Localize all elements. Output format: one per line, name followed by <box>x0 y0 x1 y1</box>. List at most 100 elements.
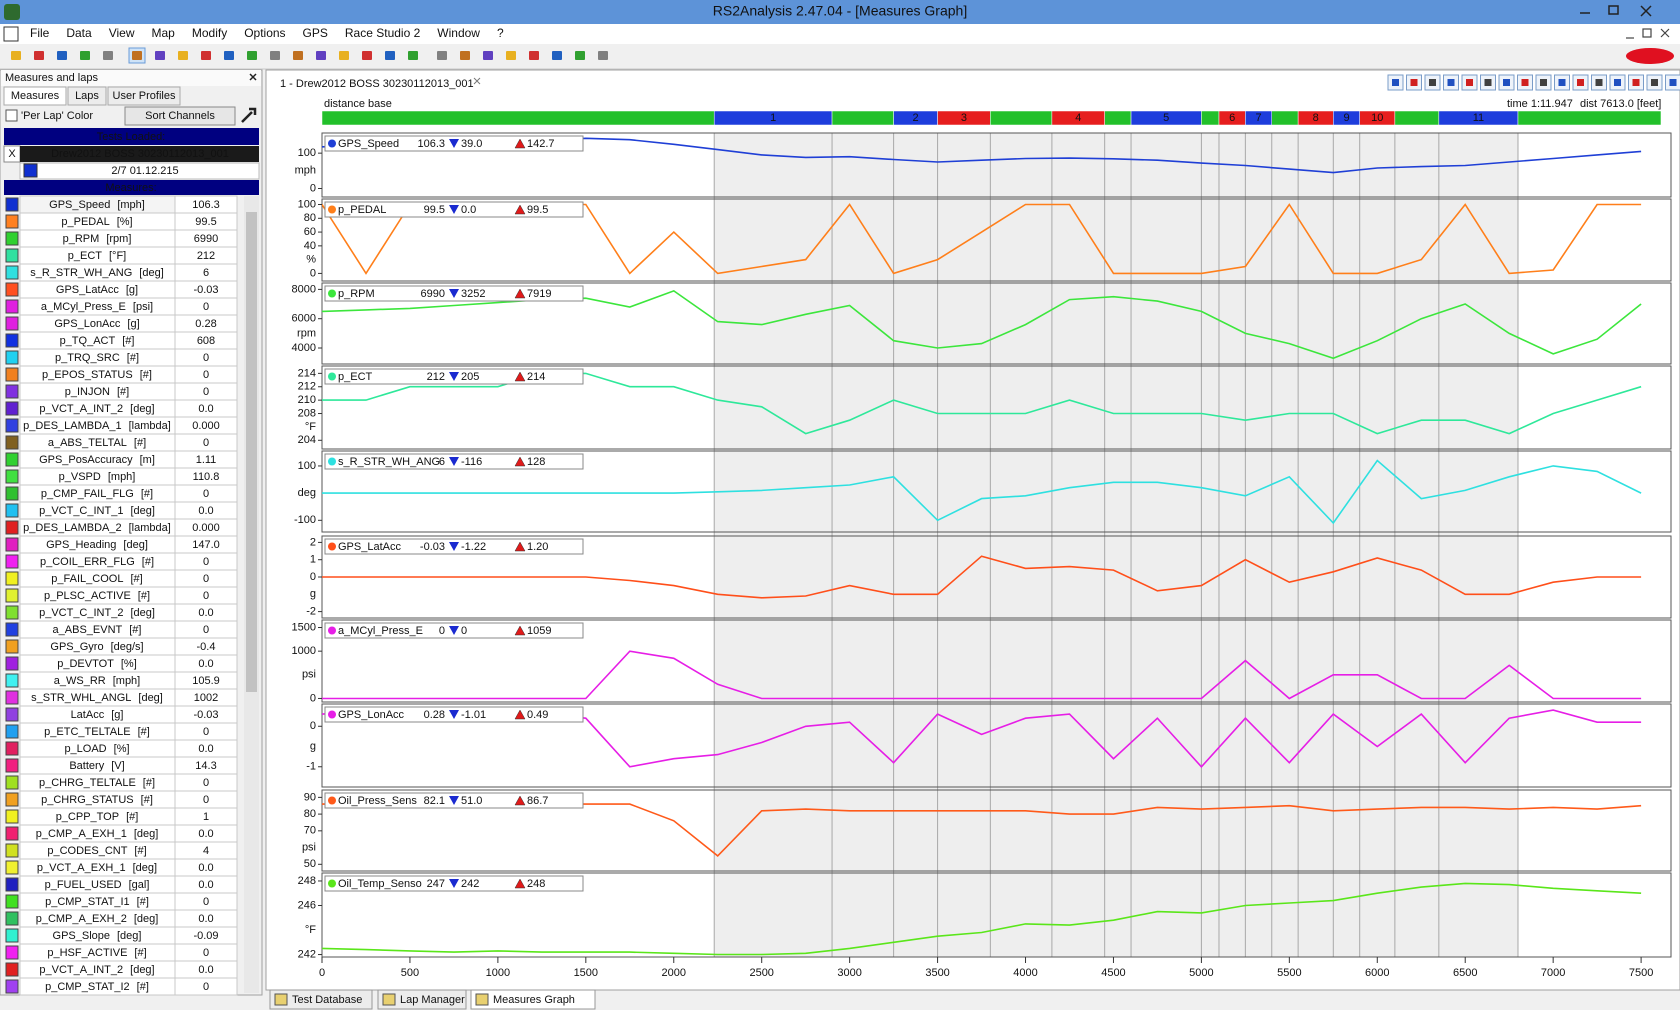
measure-name[interactable]: Battery [V] <box>69 760 124 772</box>
test-close[interactable]: X <box>8 148 16 160</box>
lap-segment[interactable] <box>1517 110 1662 126</box>
menu-item[interactable]: File <box>30 26 50 40</box>
menu-item[interactable]: Window <box>437 26 480 40</box>
measure-color[interactable] <box>5 248 19 263</box>
measure-name[interactable]: GPS_LatAcc [g] <box>56 284 138 296</box>
sidebar-tab[interactable] <box>107 86 181 106</box>
test-row[interactable] <box>20 146 259 162</box>
measure-name[interactable]: a_ABS_EVNT [#] <box>53 624 142 636</box>
measure-color[interactable] <box>5 639 19 654</box>
measure-color[interactable] <box>5 350 19 365</box>
bottom-tab-label[interactable]: Measures Graph <box>493 994 575 1006</box>
measure-name[interactable]: p_CMP_STAT_I1 [#] <box>45 896 149 908</box>
close-icon[interactable] <box>249 73 257 81</box>
measure-name[interactable]: p_CMP_STAT_I2 [#] <box>45 981 149 993</box>
mdi-controls[interactable] <box>1626 28 1670 39</box>
measure-color[interactable] <box>5 605 19 620</box>
sidebar-tab-label[interactable]: Laps <box>75 90 99 102</box>
measure-color[interactable] <box>5 299 19 314</box>
measure-name[interactable]: LatAcc [g] <box>71 709 124 721</box>
graph-tab[interactable]: 1 - Drew2012 BOSS 30230112013_001 <box>280 78 474 90</box>
measure-color[interactable] <box>5 911 19 926</box>
measure-name[interactable]: p_CPP_TOP [#] <box>56 811 139 823</box>
bottom-tab[interactable] <box>470 989 596 1010</box>
lap-segment[interactable] <box>1201 110 1220 126</box>
measure-name[interactable]: p_LOAD [%] <box>64 743 129 755</box>
measure-name[interactable]: a_ABS_TELTAL [#] <box>48 437 146 449</box>
measure-color[interactable] <box>5 656 19 671</box>
measure-name[interactable]: GPS_Gyro [deg/s] <box>50 641 143 653</box>
measure-color[interactable] <box>5 962 19 977</box>
measure-color[interactable] <box>5 503 19 518</box>
window-controls[interactable] <box>1580 5 1652 17</box>
measure-name[interactable]: p_FAIL_COOL [#] <box>51 573 142 585</box>
measure-name[interactable]: p_ETC_TELTALE [#] <box>44 726 150 738</box>
measure-name[interactable]: p_VCT_C_INT_2 [deg] <box>39 607 155 619</box>
measure-name[interactable]: p_ECT [°F] <box>68 250 126 262</box>
measure-name[interactable]: p_CMP_FAIL_FLG [#] <box>41 488 153 500</box>
measure-name[interactable]: p_CODES_CNT [#] <box>47 845 146 857</box>
measure-name[interactable]: p_VCT_A_EXH_1 [deg] <box>37 862 157 874</box>
measure-name[interactable]: p_VCT_C_INT_1 [deg] <box>39 505 155 517</box>
menu-item[interactable]: View <box>109 26 135 40</box>
measure-name[interactable]: p_EPOS_STATUS [#] <box>42 369 152 381</box>
measure-name[interactable]: s_R_STR_WH_ANG [deg] <box>30 267 164 279</box>
measure-color[interactable] <box>5 843 19 858</box>
wrench-icon[interactable] <box>241 107 257 123</box>
measure-color[interactable] <box>5 826 19 841</box>
test-name[interactable]: Drew2012 BOSS 30230112013_001 <box>51 148 229 160</box>
lap-segment[interactable] <box>990 110 1053 126</box>
measure-name[interactable]: p_VCT_A_INT_2 [deg] <box>39 403 154 415</box>
measure-name[interactable]: p_HSF_ACTIVE [#] <box>47 947 146 959</box>
bottom-tab-label[interactable]: Lap Manager <box>400 994 465 1006</box>
measure-color[interactable] <box>5 809 19 824</box>
measure-color[interactable] <box>5 282 19 297</box>
measure-name[interactable]: p_PEDAL [%] <box>61 216 132 228</box>
sidebar-tab-label[interactable]: User Profiles <box>113 90 176 102</box>
measure-color[interactable] <box>5 571 19 586</box>
measure-color[interactable] <box>5 452 19 467</box>
measure-color[interactable] <box>5 928 19 943</box>
measure-name[interactable]: p_DEVTOT [%] <box>57 658 137 670</box>
measure-color[interactable] <box>5 537 19 552</box>
measure-color[interactable] <box>5 554 19 569</box>
measure-name[interactable]: GPS_Speed [mph] <box>49 199 145 211</box>
sidebar-tab[interactable] <box>3 86 67 106</box>
measure-name[interactable]: GPS_LonAcc [g] <box>54 318 139 330</box>
measure-name[interactable]: p_VSPD [mph] <box>59 471 136 483</box>
sidebar-tab[interactable] <box>67 86 107 106</box>
measure-color[interactable] <box>5 758 19 773</box>
measure-name[interactable]: p_RPM [rpm] <box>63 233 132 245</box>
measure-name[interactable]: p_CHRG_TELTALE [#] <box>39 777 155 789</box>
measure-name[interactable]: p_PLSC_ACTIVE [#] <box>44 590 150 602</box>
measure-color[interactable] <box>5 860 19 875</box>
measure-color[interactable] <box>5 707 19 722</box>
measure-name[interactable]: p_COIL_ERR_FLG [#] <box>40 556 154 568</box>
measure-color[interactable] <box>5 690 19 705</box>
measure-name[interactable]: p_INJON [#] <box>65 386 129 398</box>
measure-color[interactable] <box>5 197 19 212</box>
measure-name[interactable]: s_STR_WHL_ANGL [deg] <box>31 692 163 704</box>
lap-segment[interactable] <box>831 110 894 126</box>
menu-item[interactable]: Modify <box>192 26 227 40</box>
measure-color[interactable] <box>5 673 19 688</box>
measure-color[interactable] <box>5 435 19 450</box>
measure-color[interactable] <box>5 333 19 348</box>
measure-color[interactable] <box>5 741 19 756</box>
measure-name[interactable]: a_WS_RR [mph] <box>54 675 140 687</box>
measure-name[interactable]: p_CHRG_STATUS [#] <box>41 794 153 806</box>
measure-name[interactable]: a_MCyl_Press_E [psi] <box>41 301 153 313</box>
menu-item[interactable]: GPS <box>303 26 328 40</box>
lap-segment[interactable] <box>1271 110 1299 126</box>
measure-color[interactable] <box>5 265 19 280</box>
menu-item[interactable]: Race Studio 2 <box>345 26 421 40</box>
measure-name[interactable]: GPS_Heading [deg] <box>46 539 148 551</box>
measure-color[interactable] <box>5 894 19 909</box>
sort-button[interactable] <box>124 106 236 126</box>
measure-name[interactable]: p_DES_LAMBDA_2 [lambda] <box>23 522 171 534</box>
measure-color[interactable] <box>5 214 19 229</box>
measure-name[interactable]: p_CMP_A_EXH_2 [deg] <box>36 913 159 925</box>
measure-name[interactable]: GPS_PosAccuracy [m] <box>39 454 155 466</box>
measure-name[interactable]: p_CMP_A_EXH_1 [deg] <box>36 828 159 840</box>
sort-button-label[interactable]: Sort Channels <box>145 110 215 122</box>
